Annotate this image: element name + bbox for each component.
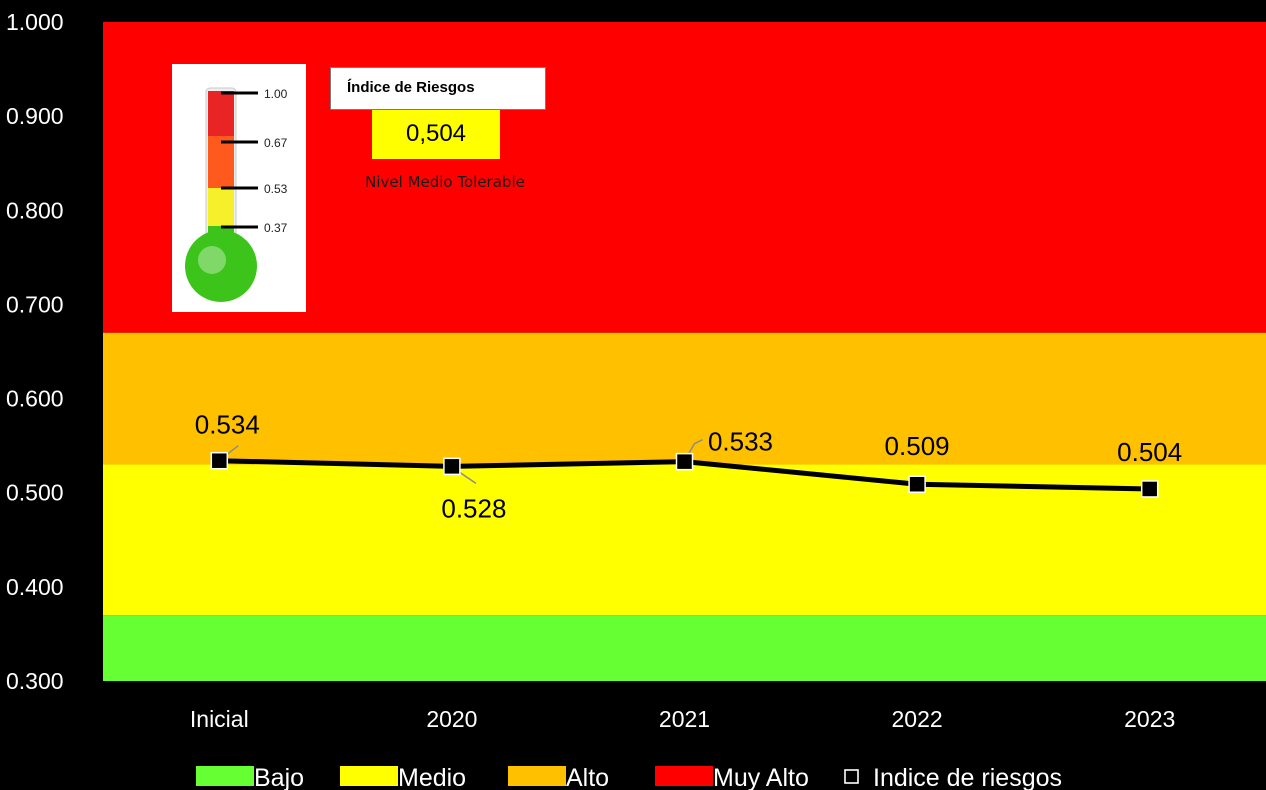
legend-marker (844, 769, 859, 784)
thermometer-scale-label: 0.67 (264, 136, 288, 150)
data-label: 0.528 (441, 493, 506, 523)
x-tick-label: 2022 (892, 706, 943, 732)
data-label: 0.534 (195, 410, 260, 440)
thermometer-segment-high (208, 136, 234, 188)
data-label: 0.504 (1117, 437, 1182, 467)
x-axis-ticks: Inicial 2020 2021 2022 2023 (190, 706, 1175, 732)
data-point-marker (210, 451, 229, 470)
legend-label: Bajo (254, 764, 304, 790)
x-tick-label: 2021 (659, 706, 710, 732)
legend-label: Alto (566, 764, 609, 790)
data-label-leader (686, 438, 703, 457)
y-tick-label: 0.700 (6, 291, 64, 317)
risk-index-title: Índice de Riesgos (330, 67, 546, 110)
risk-index-value: 0,504 (372, 110, 500, 159)
thermometer-inset: 1.00 0.67 0.53 0.37 (172, 64, 306, 312)
series-indice-de-riesgos: 0.534 0.528 0.533 0.509 0.504 (195, 410, 1182, 524)
risk-level-text: Nivel Medio Tolerable (365, 173, 525, 191)
x-tick-label: Inicial (190, 706, 249, 732)
thermometer-bulb-highlight (198, 246, 226, 274)
data-point-marker (1140, 480, 1159, 498)
legend-swatch (196, 766, 254, 786)
data-point-marker (443, 457, 461, 476)
thermometer-segment-very-high (208, 91, 234, 136)
data-point-marker (908, 475, 926, 493)
thermometer-bulb (185, 230, 257, 302)
legend-label: Indice de riesgos (873, 764, 1062, 790)
y-tick-label: 0.800 (6, 197, 64, 223)
data-label: 0.533 (708, 427, 773, 457)
legend-label: Medio (398, 764, 466, 790)
y-tick-label: 0.500 (6, 480, 64, 506)
legend: Bajo Medio Alto Muy Alto Indice de riesgos (196, 764, 1062, 790)
x-tick-label: 2020 (426, 706, 477, 732)
legend-swatch (655, 766, 713, 786)
thermometer-scale-label: 0.37 (264, 221, 288, 235)
thermometer-scale: 1.00 0.67 0.53 0.37 (221, 87, 288, 235)
y-axis-ticks: 1.000 0.900 0.800 0.700 0.600 0.500 0.400 0.300 (6, 9, 64, 694)
y-tick-label: 0.400 (6, 574, 64, 600)
legend-label: Muy Alto (713, 764, 809, 790)
thermometer-segment-medium (208, 188, 234, 226)
data-label: 0.509 (885, 431, 950, 461)
thermometer-scale-label: 0.53 (264, 182, 288, 196)
data-point-marker (675, 452, 694, 471)
band-bajo (103, 615, 1266, 681)
thermometer-scale-label: 1.00 (264, 87, 288, 101)
y-tick-label: 1.000 (6, 9, 64, 35)
y-tick-label: 0.300 (6, 668, 64, 694)
y-tick-label: 0.600 (6, 386, 64, 412)
y-tick-label: 0.900 (6, 103, 64, 129)
legend-swatch (508, 766, 566, 786)
legend-swatch (340, 766, 398, 786)
band-alto (103, 332, 1266, 465)
x-tick-label: 2023 (1124, 706, 1175, 732)
